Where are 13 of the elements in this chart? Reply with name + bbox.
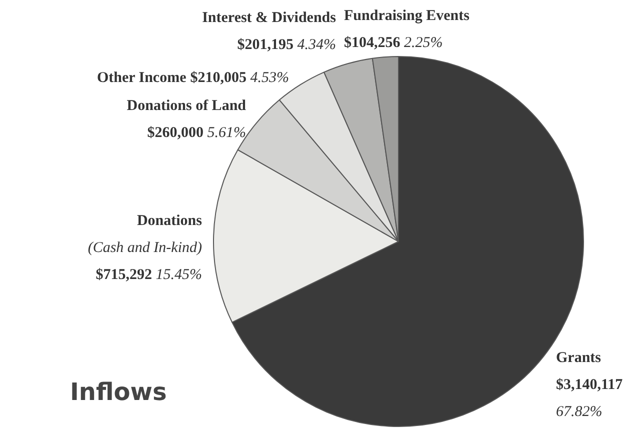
data-label: $104,256 2.25% (344, 35, 443, 51)
data-label: $3,140,117 67.82% (556, 377, 624, 420)
text: Inflows (70, 378, 167, 406)
slice-label: Fundraising Events (344, 8, 470, 24)
slice-label: Interest & Dividends (202, 10, 336, 26)
slice-label: Other Income (96, 70, 190, 86)
data-label: $201,195 4.34% (237, 37, 336, 53)
slice-label: Donations of Land (126, 98, 247, 114)
data-label: $260,000 5.61% (147, 125, 246, 141)
data-label: $210,005 4.53% (190, 70, 290, 86)
slice-label: Donations (Cash and In-kind) (88, 213, 202, 256)
slice-label: Grants (556, 350, 602, 366)
data-label: $715,292 15.45% (96, 267, 202, 283)
